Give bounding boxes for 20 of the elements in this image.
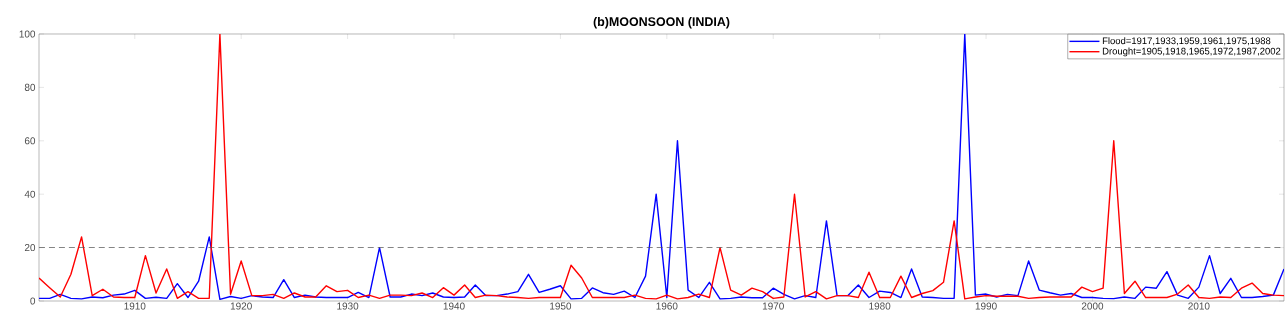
x-tick-label: 1910 xyxy=(124,302,146,310)
x-tick-label: 1920 xyxy=(230,302,252,310)
legend-label: Flood=1917,1933,1959,1961,1975,1988 xyxy=(1102,37,1271,46)
x-tick-label: 1990 xyxy=(975,302,997,310)
x-tick-label: 2000 xyxy=(1081,302,1104,310)
x-tick-label: 1980 xyxy=(869,302,891,310)
y-tick-label: 20 xyxy=(24,244,36,252)
x-tick-label: 2010 xyxy=(1188,302,1210,310)
y-tick-label: 100 xyxy=(19,30,36,38)
legend-label: Drought=1905,1918,1965,1972,1987,2002 xyxy=(1102,47,1281,57)
y-tick-label: 40 xyxy=(24,190,36,198)
x-tick-label: 1940 xyxy=(443,302,465,310)
x-tick-label: 1950 xyxy=(550,302,572,310)
chart-title: (b)MOONSOON (INDIA) xyxy=(593,16,730,29)
x-tick-label: 1930 xyxy=(337,302,359,310)
y-tick-label: 80 xyxy=(24,83,36,91)
y-tick-label: 0 xyxy=(30,297,36,305)
x-tick-label: 1970 xyxy=(762,302,784,310)
y-tick-label: 60 xyxy=(24,137,36,145)
x-tick-label: 1960 xyxy=(656,302,678,310)
